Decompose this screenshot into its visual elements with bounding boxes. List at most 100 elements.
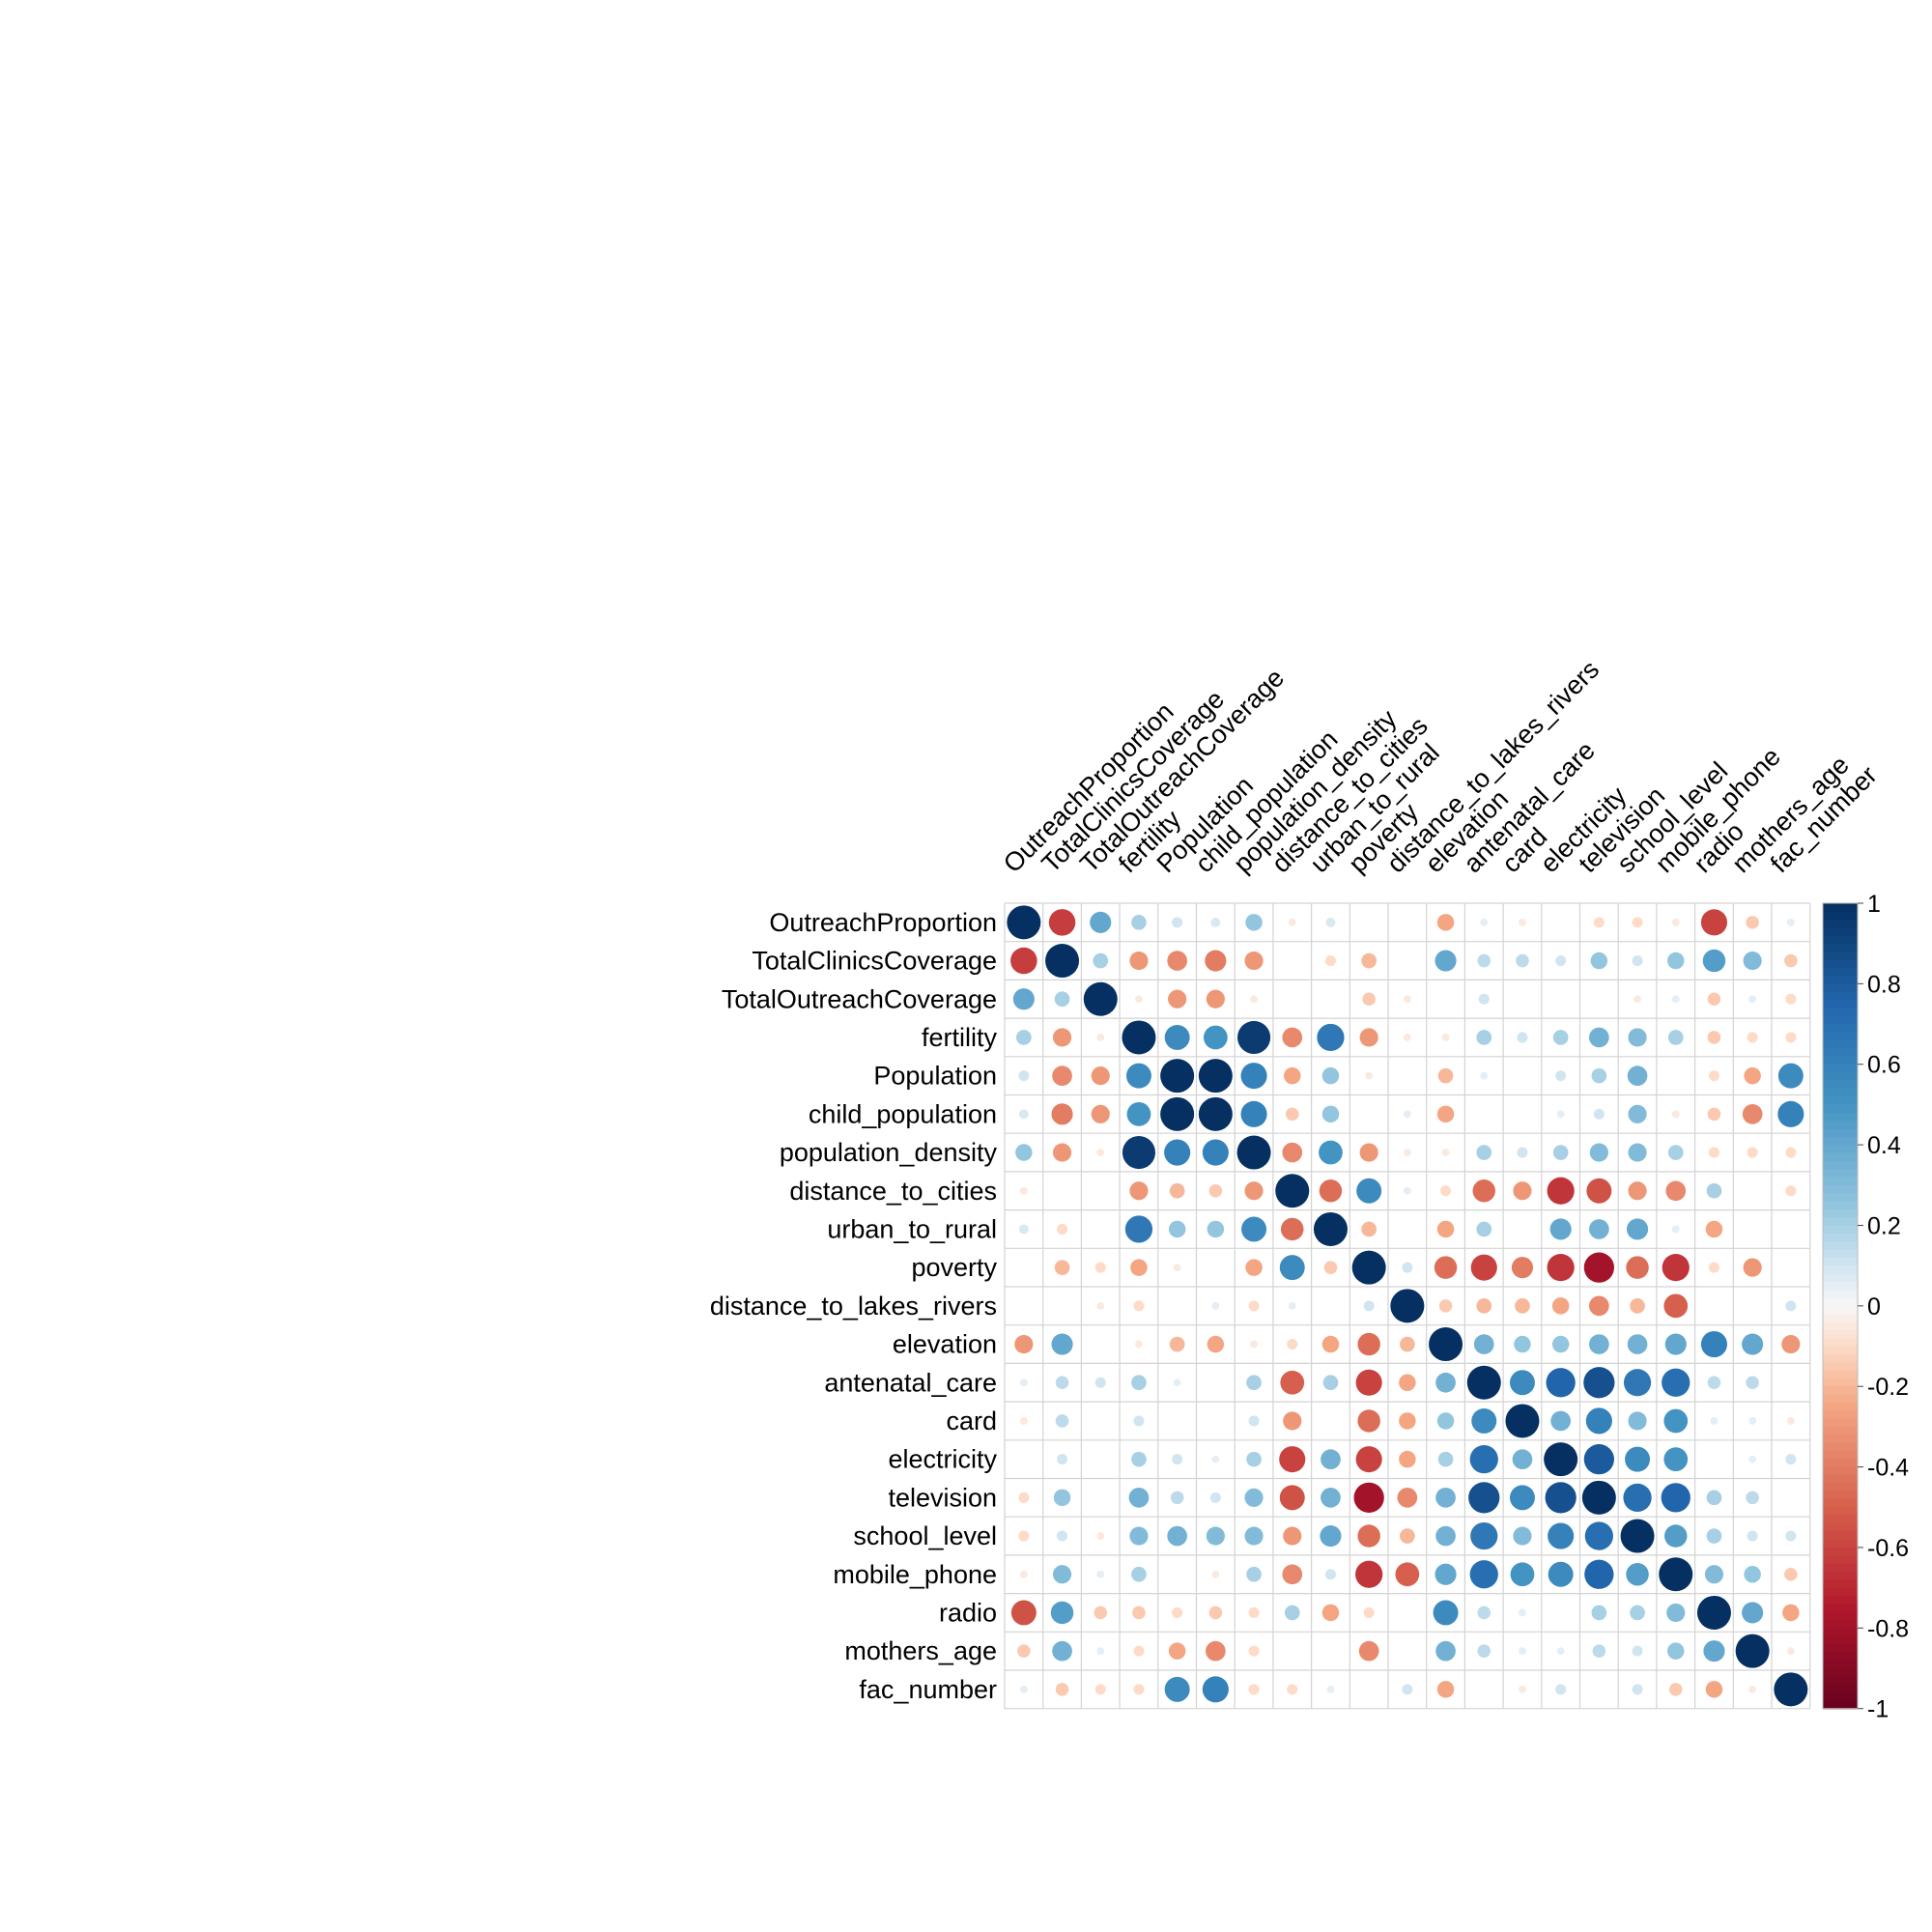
correlation-circle — [1477, 953, 1492, 968]
correlation-circle — [1160, 1059, 1195, 1094]
correlation-circle — [1131, 915, 1147, 930]
correlation-circle — [1666, 1603, 1686, 1623]
correlation-circle — [1509, 1485, 1535, 1511]
correlation-circle — [1207, 1220, 1225, 1238]
colorbar-tick-label: -0.6 — [1867, 1535, 1909, 1562]
correlation-circle — [1019, 1378, 1028, 1387]
correlation-circle — [1280, 1370, 1305, 1395]
correlation-circle — [1510, 1562, 1535, 1587]
correlation-circle — [1705, 1681, 1723, 1698]
colorbar-segment — [1823, 1676, 1858, 1686]
colorbar-segment — [1823, 1032, 1858, 1041]
colorbar-segment — [1823, 967, 1858, 977]
correlation-circle — [1548, 1522, 1575, 1549]
correlation-circle — [1519, 1647, 1526, 1656]
correlation-circle — [1515, 1298, 1530, 1314]
colorbar-segment — [1823, 1515, 1858, 1524]
correlation-circle — [1435, 950, 1457, 972]
colorbar-segment — [1823, 1402, 1858, 1411]
correlation-circle — [1551, 1297, 1570, 1315]
correlation-circle — [1319, 1140, 1343, 1165]
correlation-circle — [1124, 1215, 1153, 1243]
correlation-circle — [1048, 909, 1076, 936]
correlation-circle — [1743, 951, 1762, 971]
correlation-circle — [1321, 1604, 1340, 1622]
correlation-circle — [1671, 1110, 1680, 1119]
correlation-circle — [1746, 916, 1759, 929]
colorbar-segment — [1823, 911, 1858, 921]
correlation-circle — [1433, 1600, 1459, 1626]
correlation-circle — [1122, 1135, 1156, 1170]
correlation-circle — [1473, 1334, 1494, 1354]
colorbar-segment — [1823, 1466, 1858, 1476]
correlation-circle — [1626, 1256, 1649, 1279]
correlation-circle — [1476, 1030, 1492, 1045]
colorbar-tick-label: -0.2 — [1867, 1374, 1909, 1401]
correlation-circle — [1019, 1417, 1028, 1425]
correlation-circle — [1012, 988, 1035, 1010]
colorbar-segment — [1823, 1338, 1858, 1348]
correlation-circle — [1353, 1482, 1384, 1513]
correlation-circle — [1785, 993, 1797, 1005]
correlation-circle — [1623, 1483, 1652, 1512]
correlation-circle — [1248, 1300, 1260, 1312]
colorbar-segment — [1823, 1217, 1858, 1227]
colorbar-segment — [1823, 1169, 1858, 1179]
correlation-circle — [1164, 1024, 1190, 1050]
correlation-circle — [1010, 947, 1037, 975]
correlation-circle — [1620, 1519, 1655, 1553]
correlation-circle — [1211, 1455, 1220, 1463]
correlation-circle — [1785, 1147, 1797, 1158]
correlation-circle — [1164, 1676, 1190, 1702]
correlation-circle — [1357, 1524, 1380, 1548]
correlation-circle — [1017, 1644, 1031, 1658]
correlation-circle — [1548, 1561, 1574, 1587]
correlation-circle — [1052, 1028, 1072, 1047]
colorbar-segment — [1823, 1281, 1858, 1291]
correlation-circle — [1469, 1445, 1498, 1474]
correlation-circle — [1018, 1492, 1030, 1503]
correlation-circle — [1051, 1103, 1073, 1125]
correlation-circle — [1630, 1605, 1645, 1621]
correlation-circle — [1664, 1333, 1687, 1355]
correlation-circle — [1096, 1034, 1105, 1041]
correlation-circle — [1172, 917, 1183, 928]
correlation-circle — [1126, 1101, 1151, 1126]
correlation-circle — [1210, 917, 1221, 927]
correlation-circle — [1135, 1340, 1143, 1349]
correlation-circle — [1208, 1605, 1223, 1620]
correlation-circle — [1747, 1032, 1758, 1043]
correlation-circle — [1627, 1334, 1648, 1354]
correlation-circle — [1466, 1365, 1501, 1400]
correlation-circle — [1248, 1415, 1260, 1427]
colorbar-segment — [1823, 1225, 1858, 1235]
correlation-circle — [1206, 989, 1225, 1009]
correlation-circle — [1248, 1645, 1260, 1657]
colorbar-segment — [1823, 935, 1858, 945]
row-label: electricity — [888, 1445, 997, 1474]
colorbar-segment — [1823, 1015, 1858, 1025]
colorbar-segment — [1823, 991, 1858, 1001]
colorbar-tick-label: 0.8 — [1867, 971, 1901, 998]
correlation-circle — [1667, 1642, 1685, 1660]
correlation-circle — [1019, 1685, 1028, 1693]
colorbar-tick-label: 0.4 — [1867, 1132, 1901, 1159]
correlation-circle — [1511, 1257, 1534, 1279]
correlation-circle — [1632, 955, 1643, 967]
colorbar-segment — [1823, 1112, 1858, 1122]
correlation-circle — [1593, 917, 1605, 928]
correlation-circle — [1211, 1570, 1220, 1578]
correlation-circle — [1549, 1218, 1572, 1240]
correlation-circle — [1208, 1183, 1223, 1198]
correlation-circle — [1403, 1149, 1411, 1156]
correlation-circle — [1589, 1219, 1609, 1239]
correlation-circle — [1556, 1110, 1565, 1119]
correlation-circle — [1663, 1447, 1689, 1472]
correlation-circle — [1018, 1224, 1029, 1235]
colorbar-segment — [1823, 1008, 1858, 1017]
row-label: Population — [873, 1062, 997, 1091]
correlation-circle — [1516, 953, 1529, 968]
row-labels: OutreachProportion TotalClinicsCoverage To… — [710, 908, 998, 1704]
correlation-circle — [1476, 1145, 1492, 1160]
correlation-circle — [1246, 1375, 1262, 1391]
